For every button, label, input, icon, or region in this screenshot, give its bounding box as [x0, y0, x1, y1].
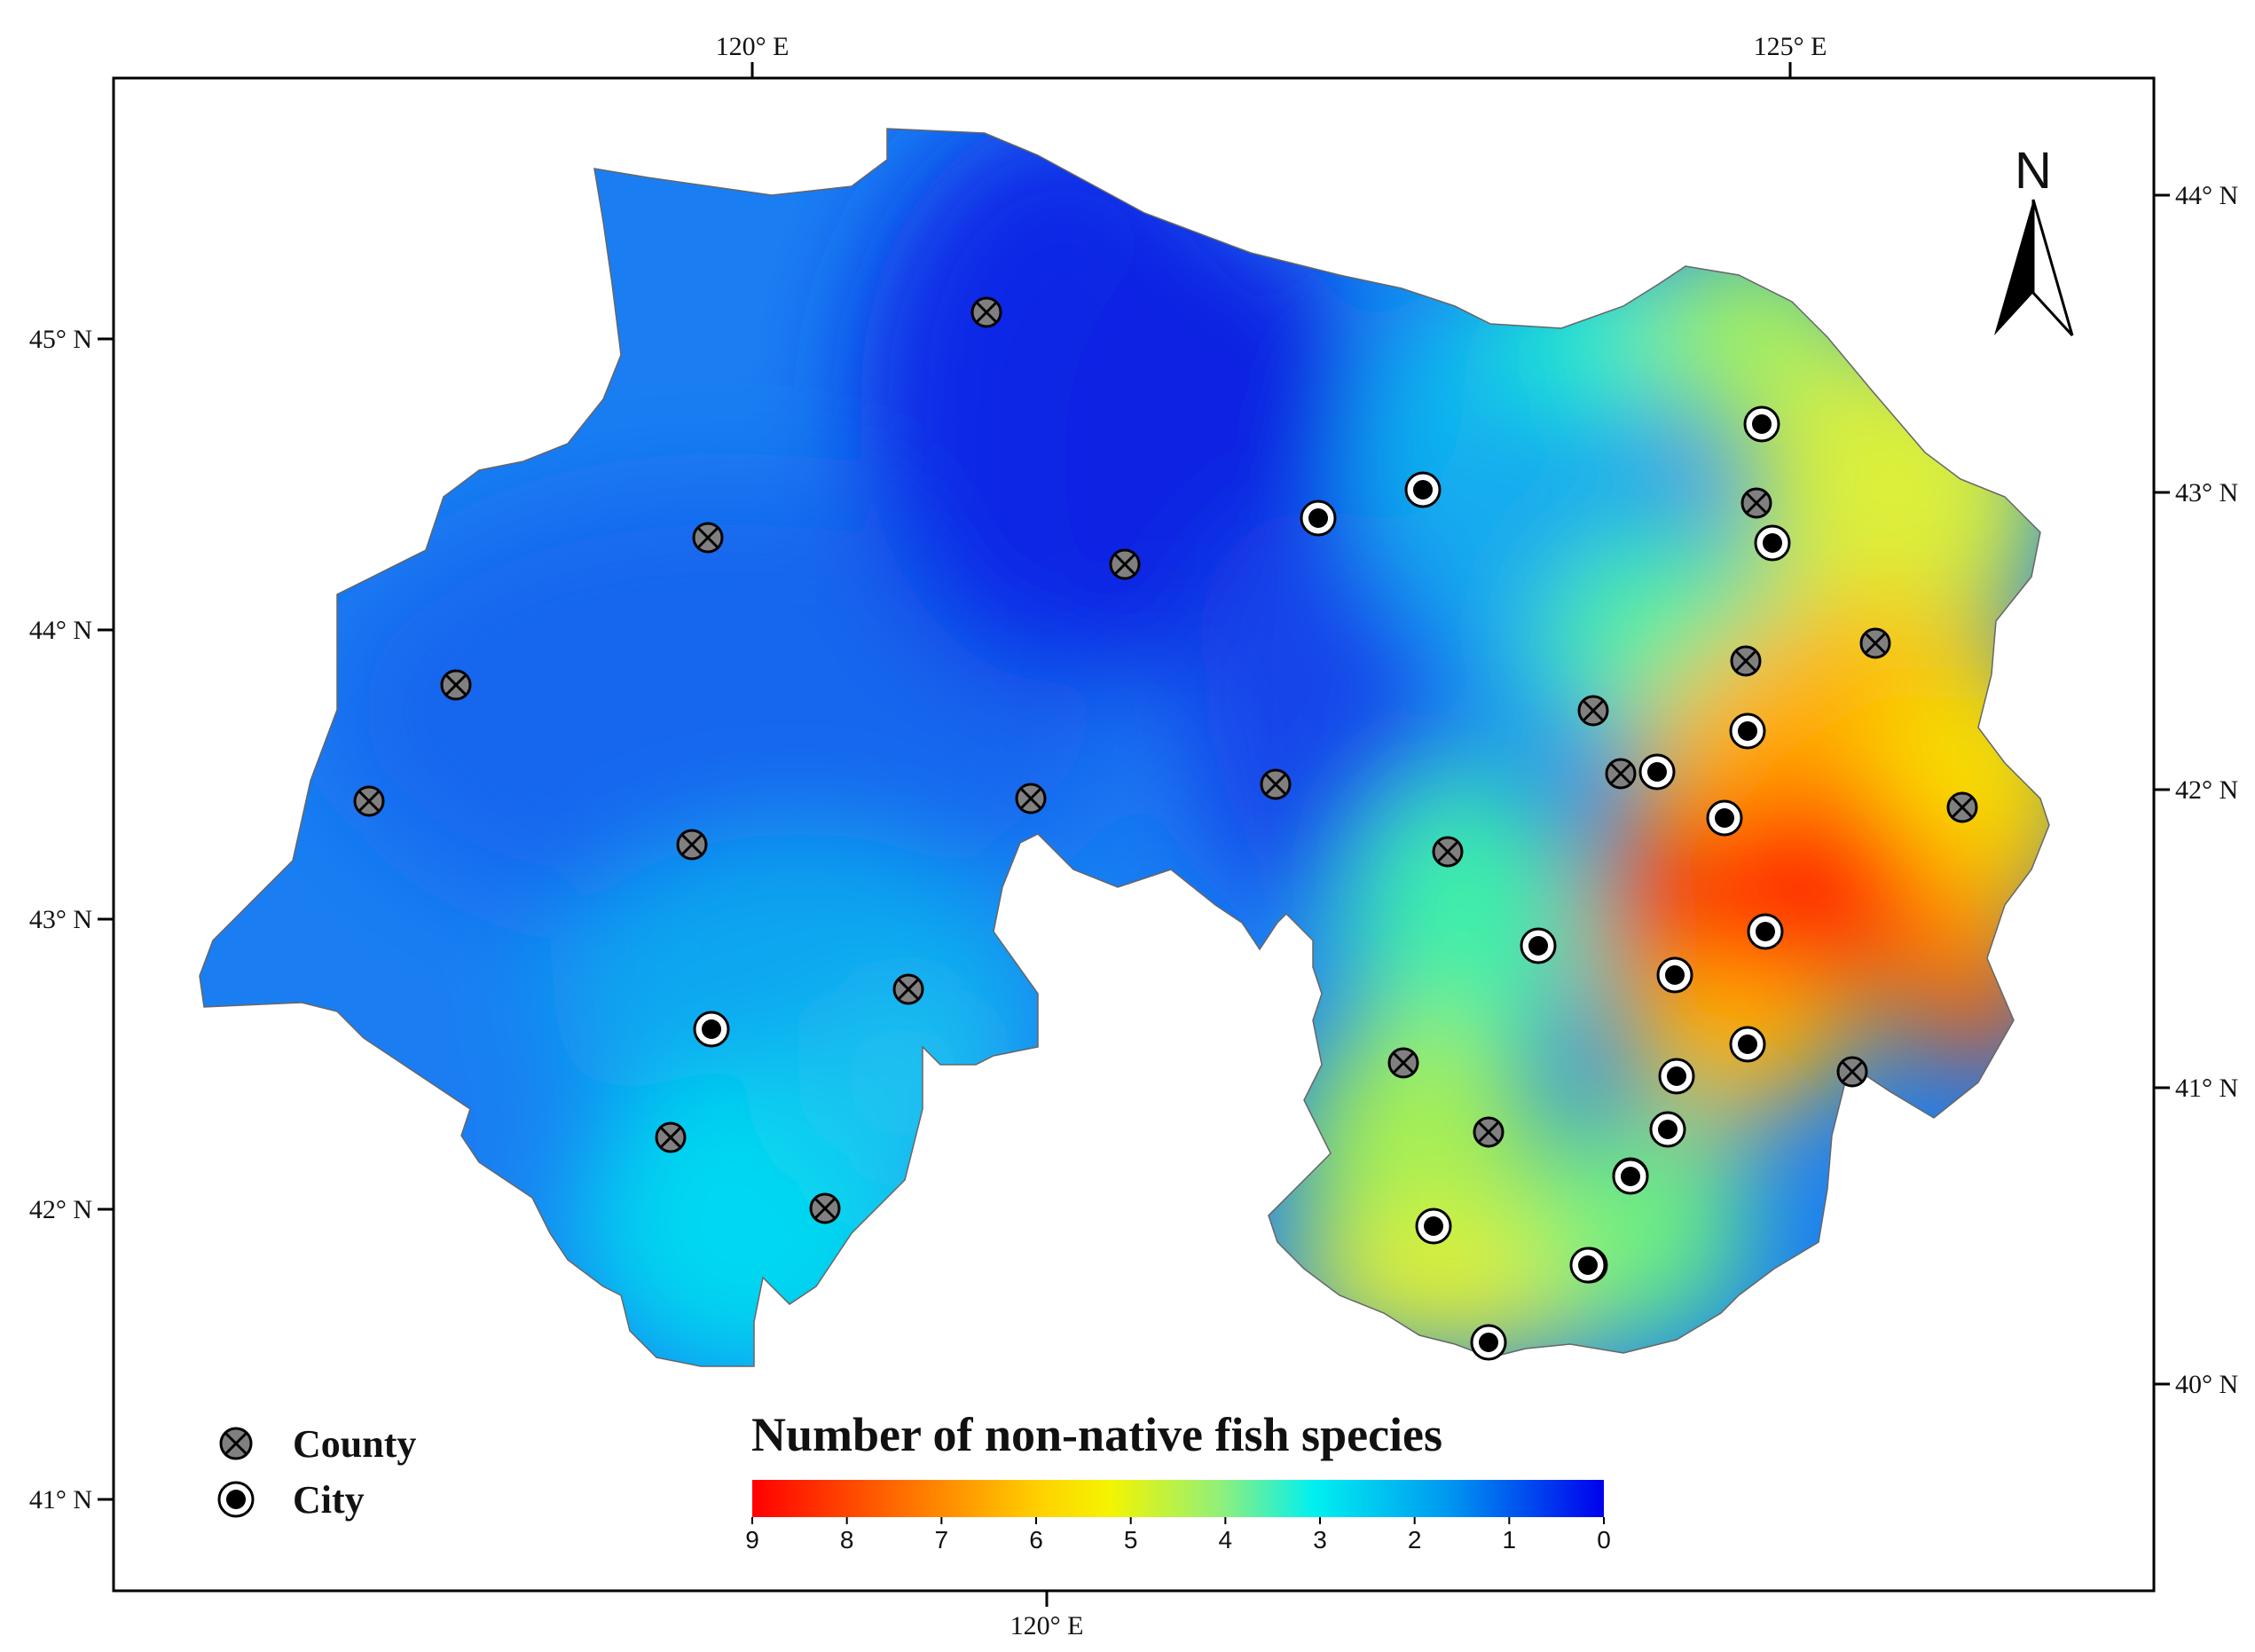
county-marker	[1836, 1056, 1868, 1088]
city-marker	[1569, 1247, 1607, 1284]
county-marker	[1740, 487, 1772, 519]
colorbar-ticks: 9 8 7 6 5 4 3 2 1 0	[745, 1517, 1611, 1554]
county-marker	[892, 973, 924, 1005]
county-marker	[655, 1121, 687, 1153]
markers-layer	[353, 296, 1978, 1361]
county-marker	[440, 669, 472, 701]
colorbar-gradient	[752, 1480, 1604, 1517]
city-marker	[1729, 712, 1766, 750]
tick-right-41n: 41° N	[2175, 1074, 2238, 1103]
county-marker	[353, 785, 385, 817]
colorbar-title: Number of non-native fish species	[751, 1408, 1442, 1461]
county-marker	[1015, 783, 1047, 814]
city-marker	[1658, 1058, 1695, 1095]
city-marker	[1415, 1208, 1452, 1245]
city-marker	[1706, 799, 1743, 837]
legend: County City	[217, 1422, 416, 1522]
tick-left-41n: 41° N	[29, 1485, 92, 1514]
city-marker	[1649, 1111, 1686, 1148]
region-outline	[199, 128, 2050, 1367]
colorbar: Number of non-native fish species 9 8 7 6 5 4…	[745, 1408, 1611, 1554]
tick-left-45n: 45° N	[29, 325, 92, 354]
legend-city-label: City	[293, 1478, 365, 1522]
city-marker	[1729, 1026, 1766, 1063]
legend-county-icon	[219, 1427, 253, 1460]
city-marker	[1638, 753, 1676, 791]
colorbar-tick-label: 7	[935, 1526, 949, 1554]
legend-county-label: County	[293, 1422, 416, 1466]
tick-bottom-120e: 120° E	[1010, 1611, 1084, 1640]
tick-top-125e: 125° E	[1754, 32, 1827, 61]
tick-right-42n: 42° N	[2175, 775, 2238, 805]
tick-right-43n: 43° N	[2175, 478, 2238, 507]
county-marker	[970, 296, 1002, 328]
county-marker	[1473, 1116, 1505, 1148]
city-marker	[1656, 956, 1693, 994]
north-arrow-label: N	[2015, 142, 2052, 200]
city-marker	[1470, 1324, 1507, 1361]
county-marker	[1605, 758, 1637, 790]
city-marker	[1520, 927, 1557, 964]
county-marker	[1859, 627, 1891, 659]
colorbar-tick-label: 2	[1408, 1526, 1422, 1554]
county-marker	[1432, 836, 1464, 868]
colorbar-tick-label: 6	[1029, 1526, 1043, 1554]
colorbar-tick-label: 9	[745, 1526, 759, 1554]
north-arrow-icon	[1994, 200, 2033, 335]
tick-top-120e: 120° E	[716, 32, 790, 61]
colorbar-tick-label: 5	[1124, 1526, 1138, 1554]
county-marker	[1577, 695, 1609, 727]
tick-left-42n: 42° N	[29, 1195, 92, 1224]
city-marker	[1747, 913, 1784, 950]
county-marker	[1260, 768, 1292, 800]
colorbar-tick-label: 8	[840, 1526, 854, 1554]
tick-right-40n: 40° N	[2175, 1370, 2238, 1399]
county-marker	[676, 829, 708, 861]
graticule-ticks	[98, 62, 2170, 1607]
tick-right-44n: 44° N	[2175, 181, 2238, 210]
north-arrow: N	[1994, 142, 2074, 337]
county-marker	[692, 522, 724, 554]
colorbar-tick-label: 0	[1597, 1526, 1611, 1554]
city-marker	[1612, 1158, 1649, 1195]
city-marker	[693, 1011, 730, 1048]
county-marker	[1109, 548, 1141, 580]
tick-left-43n: 43° N	[29, 905, 92, 934]
colorbar-tick-label: 1	[1503, 1526, 1517, 1554]
county-marker	[809, 1192, 841, 1224]
colorbar-tick-label: 4	[1219, 1526, 1233, 1554]
city-marker	[1743, 405, 1780, 443]
city-marker	[1754, 524, 1791, 562]
county-marker	[1730, 645, 1762, 677]
legend-city-icon	[217, 1481, 255, 1518]
city-marker	[1404, 471, 1442, 508]
county-marker	[1946, 791, 1978, 823]
county-marker	[1387, 1047, 1419, 1079]
city-marker	[1300, 500, 1337, 537]
colorbar-tick-label: 3	[1313, 1526, 1327, 1554]
tick-left-44n: 44° N	[29, 616, 92, 645]
